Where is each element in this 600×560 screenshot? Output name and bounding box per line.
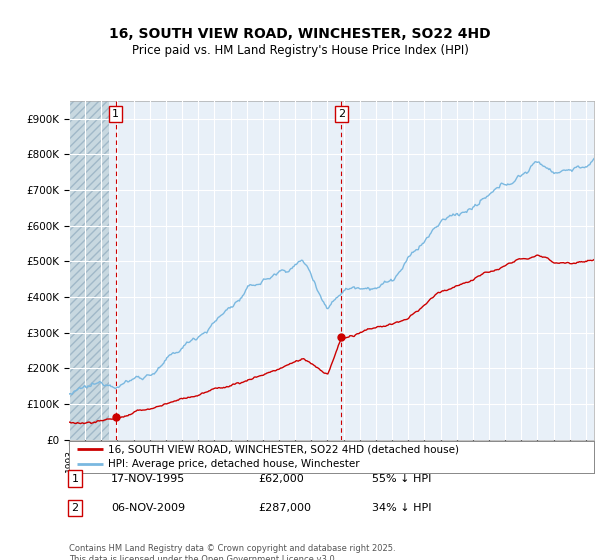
- Text: Price paid vs. HM Land Registry's House Price Index (HPI): Price paid vs. HM Land Registry's House …: [131, 44, 469, 57]
- Text: Contains HM Land Registry data © Crown copyright and database right 2025.
This d: Contains HM Land Registry data © Crown c…: [69, 544, 395, 560]
- Text: £62,000: £62,000: [258, 474, 304, 484]
- Text: 16, SOUTH VIEW ROAD, WINCHESTER, SO22 4HD: 16, SOUTH VIEW ROAD, WINCHESTER, SO22 4H…: [109, 27, 491, 41]
- Text: 34% ↓ HPI: 34% ↓ HPI: [372, 503, 431, 513]
- Text: 2: 2: [338, 109, 345, 119]
- Text: HPI: Average price, detached house, Winchester: HPI: Average price, detached house, Winc…: [109, 459, 360, 469]
- Text: 16, SOUTH VIEW ROAD, WINCHESTER, SO22 4HD (detached house): 16, SOUTH VIEW ROAD, WINCHESTER, SO22 4H…: [109, 445, 460, 455]
- Text: 1: 1: [112, 109, 119, 119]
- Text: 17-NOV-1995: 17-NOV-1995: [111, 474, 185, 484]
- Text: 06-NOV-2009: 06-NOV-2009: [111, 503, 185, 513]
- Text: 1: 1: [71, 474, 79, 484]
- Text: 2: 2: [71, 503, 79, 513]
- Text: £287,000: £287,000: [258, 503, 311, 513]
- Bar: [69, 101, 109, 440]
- Text: 55% ↓ HPI: 55% ↓ HPI: [372, 474, 431, 484]
